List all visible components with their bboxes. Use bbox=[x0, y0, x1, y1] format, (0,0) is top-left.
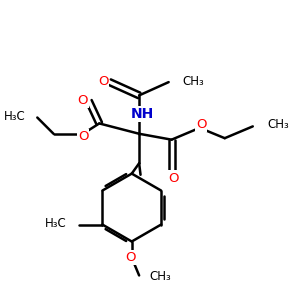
Text: O: O bbox=[78, 130, 88, 142]
Text: CH₃: CH₃ bbox=[267, 118, 289, 131]
Text: H₃C: H₃C bbox=[4, 110, 26, 123]
Text: O: O bbox=[77, 94, 88, 107]
Text: H₃C: H₃C bbox=[45, 217, 66, 230]
Text: NH: NH bbox=[131, 107, 154, 121]
Text: O: O bbox=[98, 75, 108, 88]
Text: O: O bbox=[196, 118, 206, 131]
Text: O: O bbox=[125, 251, 136, 264]
Text: O: O bbox=[168, 172, 178, 184]
Text: CH₃: CH₃ bbox=[149, 270, 171, 284]
Text: CH₃: CH₃ bbox=[183, 75, 205, 88]
